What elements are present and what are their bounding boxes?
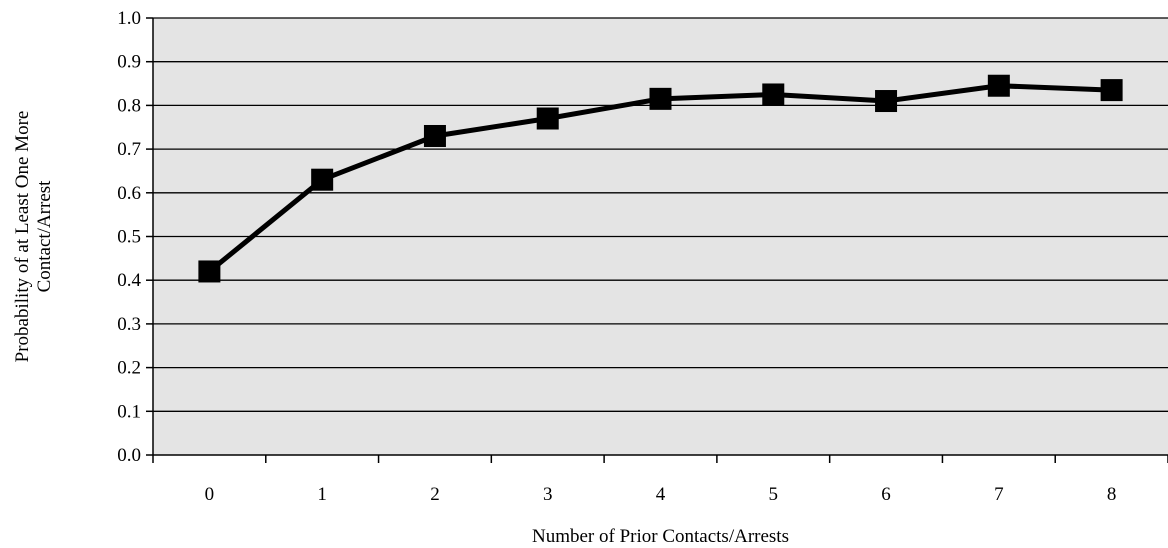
data-point-marker [536, 107, 559, 130]
x-tick-label: 3 [543, 484, 553, 505]
y-axis-ticks: 0.0 0.1 0.2 0.3 0.4 0.5 0.6 0.7 0.8 0.9 1.0 [117, 8, 153, 466]
data-point-marker [649, 87, 672, 110]
y-tick-label: 0.4 [117, 270, 141, 291]
data-point-marker [311, 168, 334, 191]
x-tick-label: 1 [317, 484, 327, 505]
data-point-marker [987, 74, 1010, 97]
x-tick-label: 8 [1107, 484, 1117, 505]
x-axis-title: Number of Prior Contacts/Arrests [532, 526, 789, 547]
y-tick-label: 0.8 [117, 95, 141, 116]
data-point-marker [198, 260, 221, 283]
y-tick-label: 0.9 [117, 52, 141, 73]
x-axis-ticks: 0 1 2 3 4 5 6 7 8 [152, 455, 1168, 505]
gridlines [153, 17, 1168, 412]
data-point-marker [762, 83, 785, 106]
y-axis-title: Probability of at Least One More Contact… [12, 111, 55, 363]
y-tick-label: 0.6 [117, 183, 141, 204]
y-tick-label: 0.7 [117, 139, 141, 160]
y-tick-label: 1.0 [117, 8, 141, 29]
x-tick-label: 2 [430, 484, 440, 505]
y-tick-label: 0.2 [117, 358, 141, 379]
y-tick-label: 0.0 [117, 445, 141, 466]
x-tick-label: 4 [656, 484, 666, 505]
y-tick-label: 0.1 [117, 401, 141, 422]
x-tick-label: 6 [881, 484, 891, 505]
data-point-marker [1100, 79, 1123, 102]
y-axis-title-line-2: Contact/Arrest [34, 180, 55, 293]
x-tick-label: 0 [205, 484, 215, 505]
y-tick-label: 0.5 [117, 227, 141, 248]
data-point-marker [423, 124, 446, 147]
y-tick-label: 0.3 [117, 314, 141, 335]
y-axis-title-line-1: Probability of at Least One More [12, 111, 33, 363]
x-tick-label: 7 [994, 484, 1004, 505]
data-series [198, 74, 1123, 283]
data-point-marker [875, 90, 898, 113]
x-tick-label: 5 [769, 484, 779, 505]
